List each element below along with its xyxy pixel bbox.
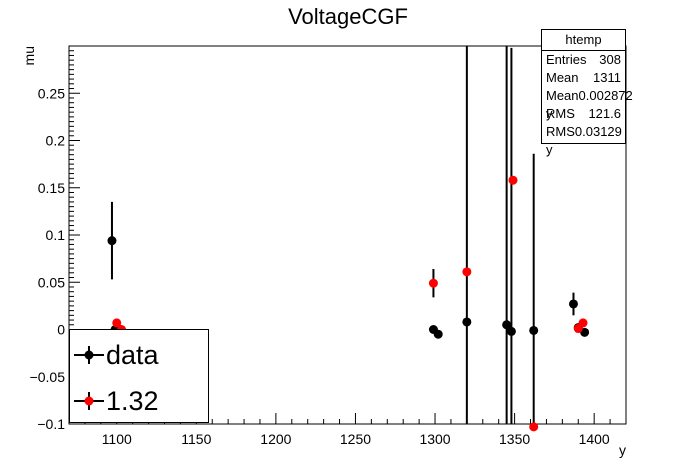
data-point	[529, 422, 539, 432]
series-1-32	[112, 175, 588, 432]
x-tick-label: 1250	[340, 431, 371, 447]
x-tick-label: 1400	[579, 431, 610, 447]
x-tick-label: 1300	[419, 431, 450, 447]
x-tick-label: 1200	[260, 431, 291, 447]
chart-title: VoltageCGF	[288, 4, 408, 29]
stats-value: 0.002872	[578, 88, 633, 103]
y-tick-label: −0.05	[30, 369, 66, 385]
stats-row-mean: Mean 1311	[542, 69, 625, 87]
legend-label-1-32: 1.32	[106, 386, 159, 416]
data-point	[462, 317, 472, 327]
y-tick-label: 0.2	[46, 133, 66, 149]
stats-label: Mean y	[546, 88, 579, 121]
data-point	[508, 175, 518, 185]
y-axis-label: mu	[21, 46, 37, 65]
y-tick-label: −0.1	[37, 416, 65, 432]
stats-row-rms: RMS 121.6	[542, 105, 625, 123]
data-point	[428, 278, 438, 288]
stats-label: Mean	[546, 70, 579, 85]
data-point	[433, 329, 443, 339]
stats-label: RMS y	[546, 124, 575, 157]
stats-box-title: htemp	[542, 30, 625, 51]
stats-box: htemp Entries 308 Mean 1311 Mean y 0.002…	[541, 29, 633, 157]
x-tick-label: 1350	[499, 431, 530, 447]
data-point	[529, 325, 539, 335]
y-tick-label: 0.15	[38, 180, 65, 196]
y-tick-label: 0.1	[46, 227, 66, 243]
stats-value: 1311	[593, 70, 621, 85]
x-tick-label: 1100	[102, 431, 132, 447]
y-tick-label: 0	[57, 322, 65, 338]
data-point	[506, 326, 516, 336]
y-tick-label: 0.25	[38, 85, 65, 101]
legend-entry-data: data	[70, 332, 208, 378]
legend-marker-1-32	[74, 392, 104, 410]
stats-label: Entries	[546, 52, 587, 67]
legend-entry-1-32: 1.32	[70, 378, 208, 424]
stats-label: RMS	[546, 106, 575, 121]
stats-row-entries: Entries 308	[542, 51, 625, 69]
x-axis-label: y	[619, 442, 626, 458]
y-tick-label: 0.05	[38, 274, 65, 290]
x-tick-label: 1150	[181, 431, 211, 447]
stats-value: 121.6	[588, 106, 621, 121]
data-point	[502, 320, 512, 330]
legend: data 1.32	[69, 329, 209, 423]
stats-value: 308	[599, 52, 621, 67]
stats-value: 0.03129	[574, 124, 622, 139]
x-axis: 1100 1150 1200 1250 1300 1350 1400	[84, 413, 611, 447]
data-point	[462, 267, 472, 277]
stats-row-mean-y: Mean y 0.002872	[542, 87, 633, 121]
data-point	[107, 236, 117, 246]
y-axis: −0.1 −0.05 0 0.05 0.1 0.15 0.2 0.25	[30, 45, 80, 432]
data-point	[112, 318, 122, 328]
series-layer	[107, 46, 590, 432]
data-point	[568, 299, 578, 309]
stats-row-rms-y: RMS y 0.03129	[542, 123, 625, 157]
data-point	[578, 318, 588, 328]
legend-label-data: data	[106, 340, 159, 370]
legend-marker-data	[74, 346, 104, 364]
